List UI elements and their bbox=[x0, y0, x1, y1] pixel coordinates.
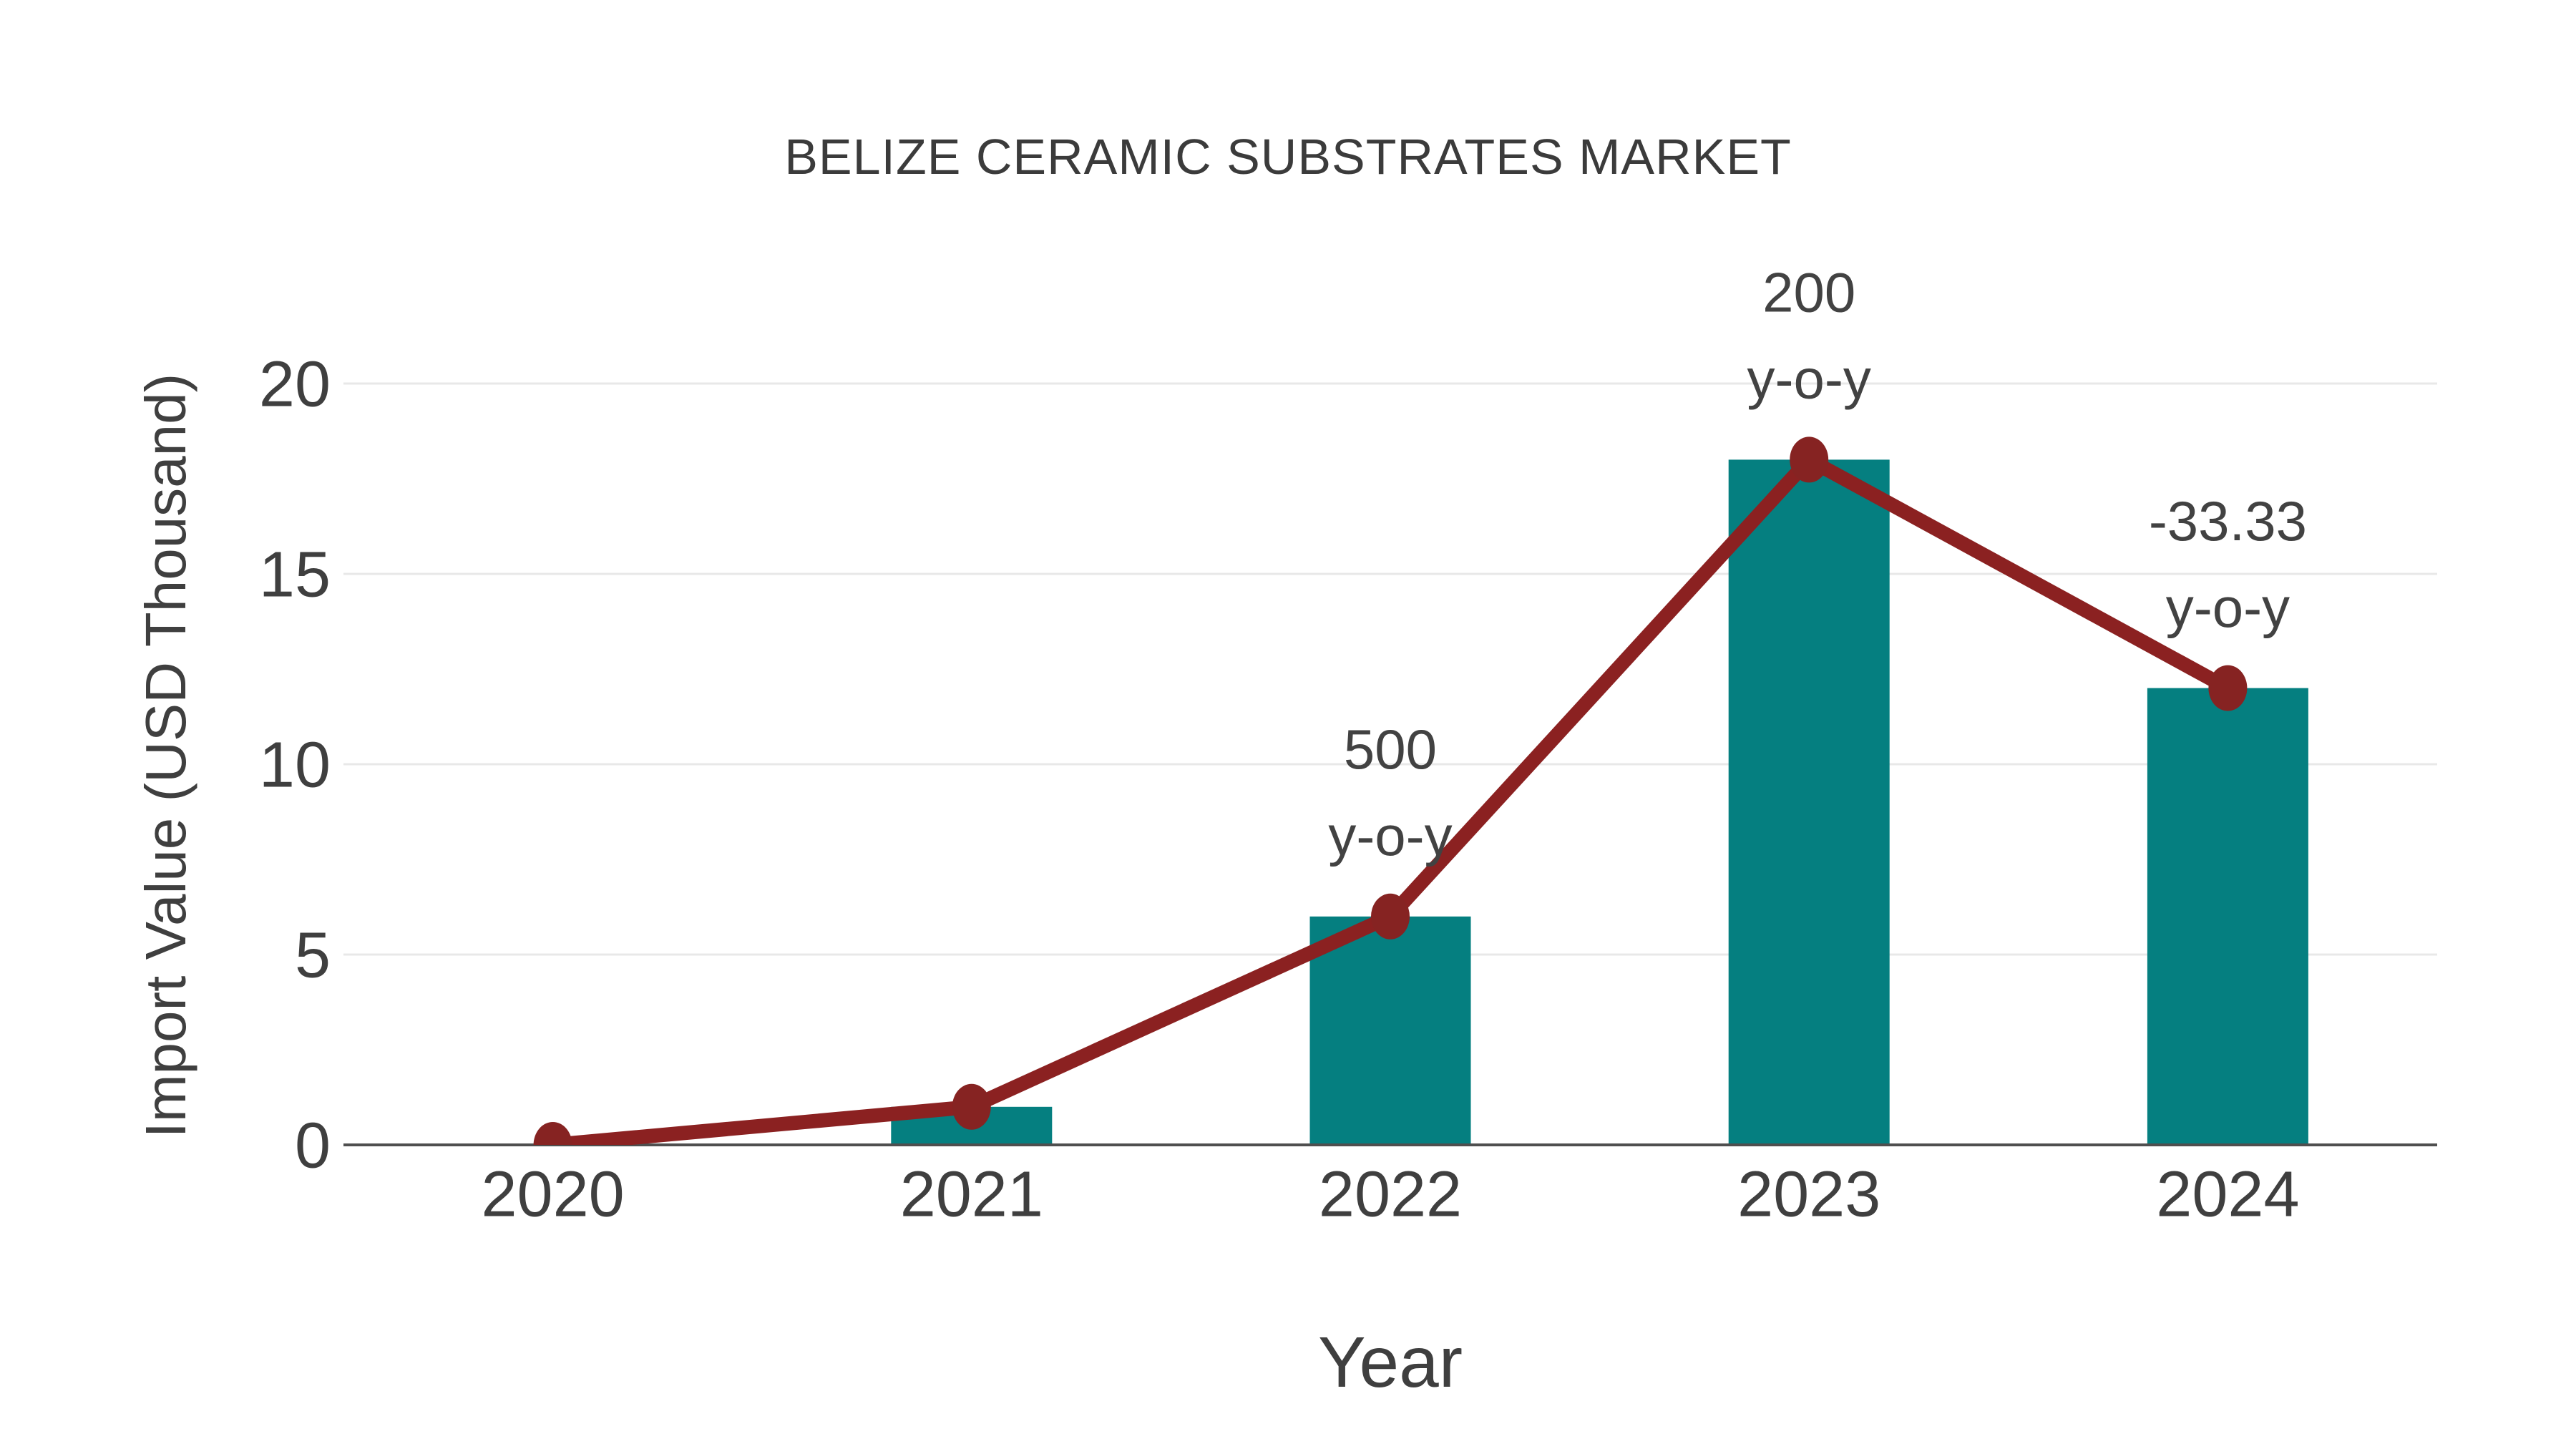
chart-title: BELIZE CERAMIC SUBSTRATES MARKET bbox=[784, 129, 1792, 185]
marker-2022 bbox=[1371, 893, 1410, 940]
y-tick-10: 10 bbox=[259, 730, 331, 801]
annotation-2022-line2: y-o-y bbox=[1328, 804, 1452, 867]
y-axis-title: Import Value (USD Thousand) bbox=[134, 373, 197, 1138]
x-tick-2024: 2024 bbox=[2156, 1159, 2299, 1231]
bar-2022 bbox=[1309, 916, 1471, 1145]
x-tick-2020: 2020 bbox=[481, 1159, 624, 1231]
x-tick-2021: 2021 bbox=[900, 1159, 1043, 1231]
annotation-2024-line1: -33.33 bbox=[2149, 489, 2307, 552]
y-tick-0: 0 bbox=[295, 1111, 331, 1182]
trend-group bbox=[533, 436, 2248, 1145]
marker-2020 bbox=[533, 1122, 572, 1145]
marker-2024 bbox=[2208, 665, 2248, 711]
x-tick-2022: 2022 bbox=[1319, 1159, 1462, 1231]
y-tick-20: 20 bbox=[259, 349, 331, 421]
y-tick-15: 15 bbox=[259, 540, 331, 611]
annotation-2022-line1: 500 bbox=[1344, 718, 1437, 781]
y-tick-5: 5 bbox=[295, 920, 331, 992]
x-tick-2023: 2023 bbox=[1737, 1159, 1880, 1231]
bar-2023 bbox=[1728, 459, 1890, 1145]
bar-2024 bbox=[2147, 688, 2308, 1145]
marker-2023 bbox=[1790, 436, 1829, 483]
annotation-2024-line2: y-o-y bbox=[2166, 576, 2290, 639]
annotation-2023-line1: 200 bbox=[1762, 261, 1855, 324]
x-axis-title: Year bbox=[1317, 1322, 1463, 1402]
annotation-2023-line2: y-o-y bbox=[1747, 348, 1871, 411]
marker-2021 bbox=[952, 1083, 991, 1130]
